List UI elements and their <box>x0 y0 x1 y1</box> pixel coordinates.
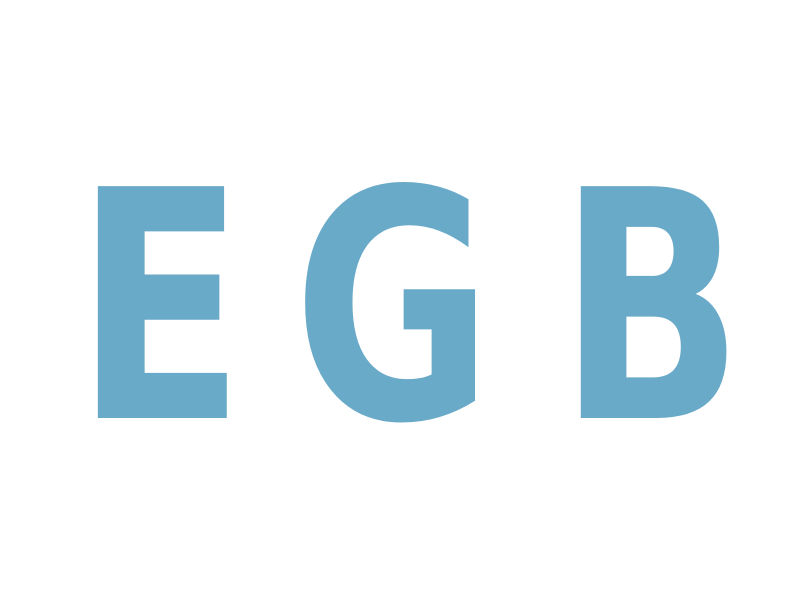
logo-letter-e: E <box>75 123 245 493</box>
logo-letter-b: B <box>559 123 744 493</box>
logo-letter-g: G <box>293 123 493 493</box>
